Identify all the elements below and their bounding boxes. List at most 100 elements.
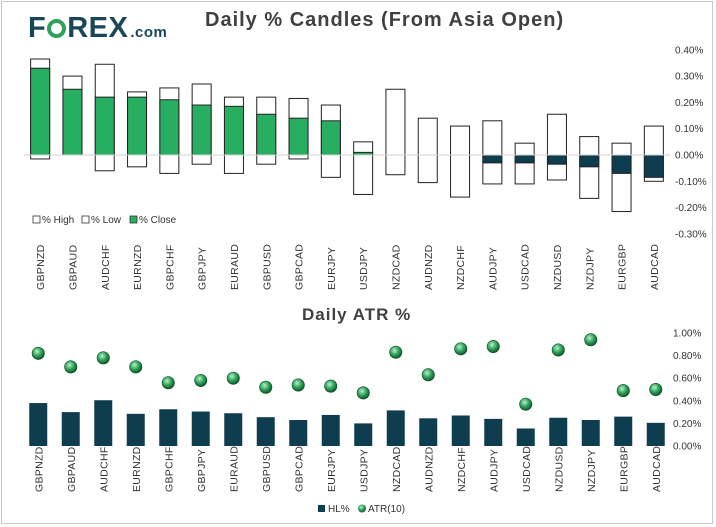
hl-bar — [419, 418, 438, 446]
category-label: NZDCAD — [391, 446, 403, 492]
y-tick-label: 0.40% — [673, 396, 701, 407]
category-label: USDJPY — [358, 247, 370, 290]
y-tick-label: 0.40% — [675, 45, 703, 56]
y-tick-label: -0.20% — [675, 203, 707, 214]
hl-bar — [516, 428, 535, 446]
y-tick-label: 0.00% — [675, 151, 703, 162]
y-tick-label: -0.10% — [675, 177, 707, 188]
hl-bar — [61, 412, 80, 446]
category-label: EURGBP — [617, 244, 629, 290]
atr-chart-title: Daily ATR % — [302, 305, 412, 324]
legend-marker — [358, 504, 366, 513]
category-label: NZDCHF — [456, 447, 468, 492]
y-tick-label: 0.00% — [673, 442, 701, 453]
legend-label: % High — [42, 215, 74, 226]
category-label: AUDCHF — [100, 244, 112, 290]
category-label: NZDUSD — [552, 244, 564, 290]
y-tick-label: 0.20% — [673, 419, 701, 430]
hl-bar — [581, 420, 600, 446]
hl-bar — [549, 417, 568, 446]
hl-bar — [614, 416, 633, 446]
atr-marker — [356, 386, 370, 400]
hl-bar — [224, 413, 243, 446]
atr-marker — [649, 382, 663, 396]
category-label: NZDCHF — [455, 245, 467, 290]
category-label: NZDJPY — [586, 449, 598, 492]
legend-label: % Close — [139, 215, 177, 226]
atr-marker — [421, 368, 435, 382]
category-label: GBPUSD — [261, 446, 273, 492]
category-label: EURAUD — [228, 446, 240, 492]
y-tick-label: 0.80% — [673, 351, 701, 362]
hl-bar — [386, 410, 405, 446]
hl-bar — [94, 400, 113, 446]
atr-marker — [616, 384, 630, 398]
atr-marker — [389, 345, 403, 359]
category-label: AUDJPY — [488, 449, 500, 492]
hl-bar — [484, 418, 503, 446]
category-label: AUDCAD — [649, 244, 661, 290]
y-tick-label: -0.30% — [675, 229, 707, 240]
atr-marker — [259, 380, 273, 394]
range-box — [482, 120, 503, 185]
hl-bar — [289, 420, 308, 446]
category-label: GBPCAD — [294, 244, 306, 290]
category-label: GBPCAD — [293, 446, 305, 492]
category-label: GBPUSD — [261, 244, 273, 290]
category-label: GBPCHF — [163, 446, 175, 492]
category-label: GBPNZD — [35, 244, 47, 290]
y-tick-label: 0.10% — [675, 124, 703, 135]
category-label: EURAUD — [229, 244, 241, 290]
category-label: GBPJPY — [196, 449, 208, 492]
legend-swatch — [129, 215, 138, 224]
range-box — [450, 125, 471, 198]
hl-bar — [646, 422, 665, 446]
atr-marker — [31, 346, 45, 360]
legend-swatch — [318, 505, 325, 512]
category-label: GBPJPY — [197, 247, 209, 290]
category-label: GBPAUD — [67, 245, 79, 290]
y-tick-label: 1.00% — [673, 329, 701, 340]
candles-chart-title: Daily % Candles (From Asia Open) — [205, 9, 565, 31]
range-box — [417, 117, 438, 184]
category-label: EURJPY — [326, 449, 338, 492]
legend-label: % Low — [91, 215, 122, 226]
hl-bar — [191, 411, 210, 446]
category-label: GBPNZD — [33, 446, 45, 492]
category-label: AUDNZD — [423, 446, 435, 492]
atr-marker — [64, 360, 78, 374]
hl-bar — [354, 423, 373, 446]
category-label: USDCAD — [520, 244, 532, 290]
legend-swatch — [81, 215, 90, 224]
hl-bar — [451, 415, 470, 446]
y-tick-label: 0.30% — [675, 72, 703, 83]
forex-logo: F REX .com — [28, 12, 168, 44]
category-label: GBPAUD — [66, 447, 78, 492]
legend-label: HL% — [328, 504, 350, 515]
atr-marker — [324, 379, 338, 393]
category-label: AUDCAD — [651, 446, 663, 492]
category-label: NZDUSD — [553, 446, 565, 492]
category-label: NZDCAD — [390, 244, 402, 290]
atr-marker — [454, 342, 468, 356]
atr-marker — [161, 376, 175, 390]
hl-bar — [159, 409, 178, 446]
range-box — [385, 88, 406, 176]
category-label: USDCAD — [521, 446, 533, 492]
hl-bar — [256, 417, 275, 446]
atr-marker — [486, 340, 500, 354]
atr-marker — [226, 371, 240, 385]
category-label: EURJPY — [326, 247, 338, 290]
atr-marker — [129, 360, 143, 374]
hl-bar — [126, 413, 145, 446]
atr-marker — [551, 343, 565, 357]
category-label: NZDJPY — [584, 247, 596, 290]
atr-marker — [584, 333, 598, 347]
hl-bar — [29, 403, 48, 446]
y-tick-label: 0.20% — [675, 98, 703, 109]
atr-marker — [96, 351, 110, 365]
category-label: AUDJPY — [487, 247, 499, 290]
category-label: AUDNZD — [423, 244, 435, 290]
